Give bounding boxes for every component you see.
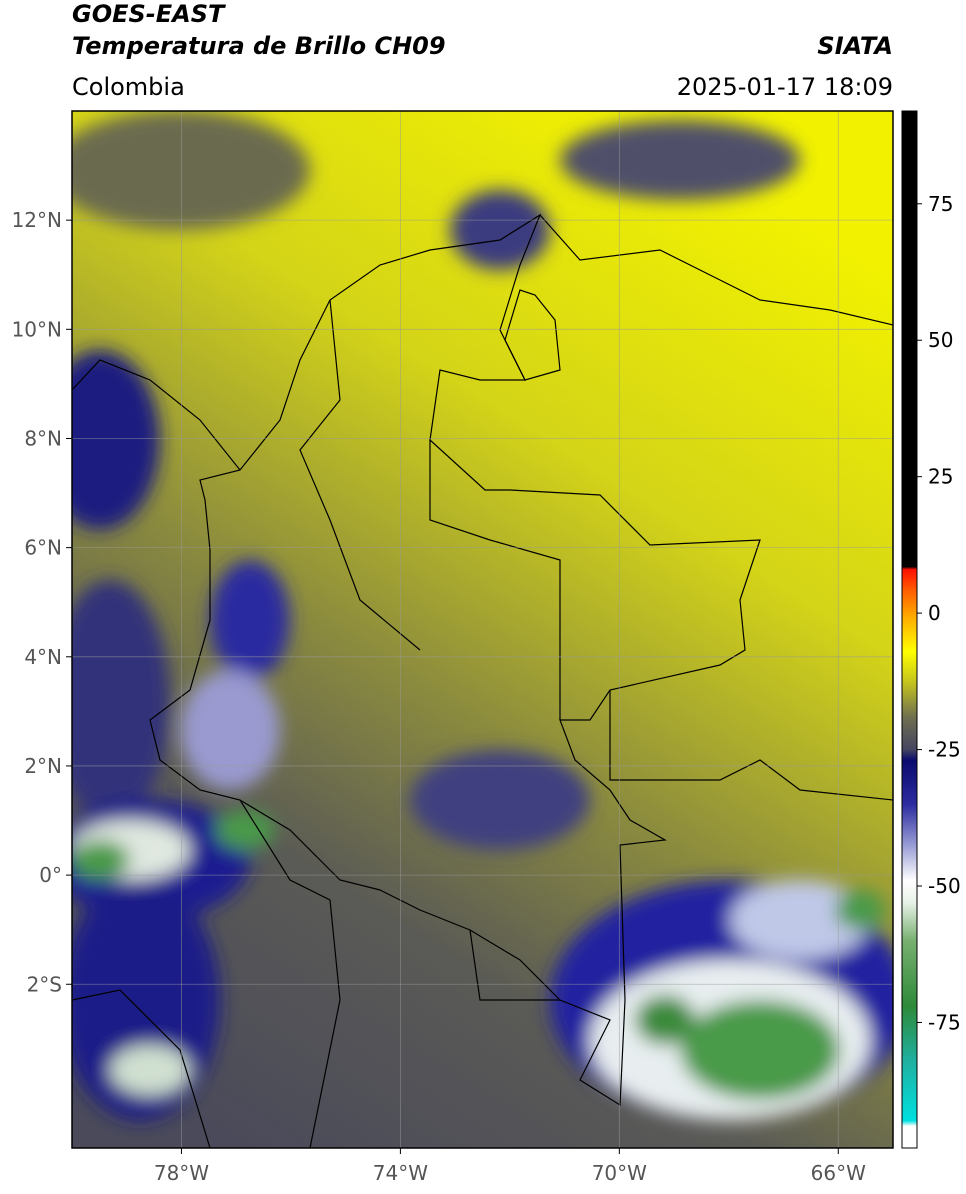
x-tick-label: 78°W xyxy=(154,1161,209,1185)
colorbar-tick-label: -75 xyxy=(928,1010,961,1034)
map-frame xyxy=(71,110,894,1149)
colorbar-tick-label: 25 xyxy=(928,465,953,489)
datetime: 2025-01-17 18:09 xyxy=(677,73,893,101)
x-tick-label: 66°W xyxy=(811,1161,866,1185)
grid xyxy=(72,111,893,1148)
source: SIATA xyxy=(817,32,893,60)
y-tick-label: 2°S xyxy=(27,972,62,996)
y-tick-label: 0° xyxy=(39,863,62,887)
colorbar-tick-label: 0 xyxy=(928,601,941,625)
x-tick-label: 74°W xyxy=(373,1161,428,1185)
borders xyxy=(72,213,893,1148)
colorbar-tick-label: 50 xyxy=(928,328,953,352)
region: Colombia xyxy=(72,73,185,101)
colorbar xyxy=(901,110,918,1149)
y-tick-label: 4°N xyxy=(24,645,62,669)
y-tick-label: 6°N xyxy=(24,536,62,560)
colorbar-tick-label: 75 xyxy=(928,192,953,216)
subtitle: Temperatura de Brillo CH09 xyxy=(72,32,446,60)
y-tick-label: 10°N xyxy=(12,317,62,341)
colorbar-tick-label: -50 xyxy=(928,874,961,898)
colorbar-tick-label: -25 xyxy=(928,738,961,762)
map-image xyxy=(72,111,893,1148)
y-tick-label: 12°N xyxy=(12,208,62,232)
title: GOES-EAST xyxy=(72,0,226,28)
y-tick-label: 8°N xyxy=(24,426,62,450)
y-tick-label: 2°N xyxy=(24,754,62,778)
x-tick-label: 70°W xyxy=(592,1161,647,1185)
